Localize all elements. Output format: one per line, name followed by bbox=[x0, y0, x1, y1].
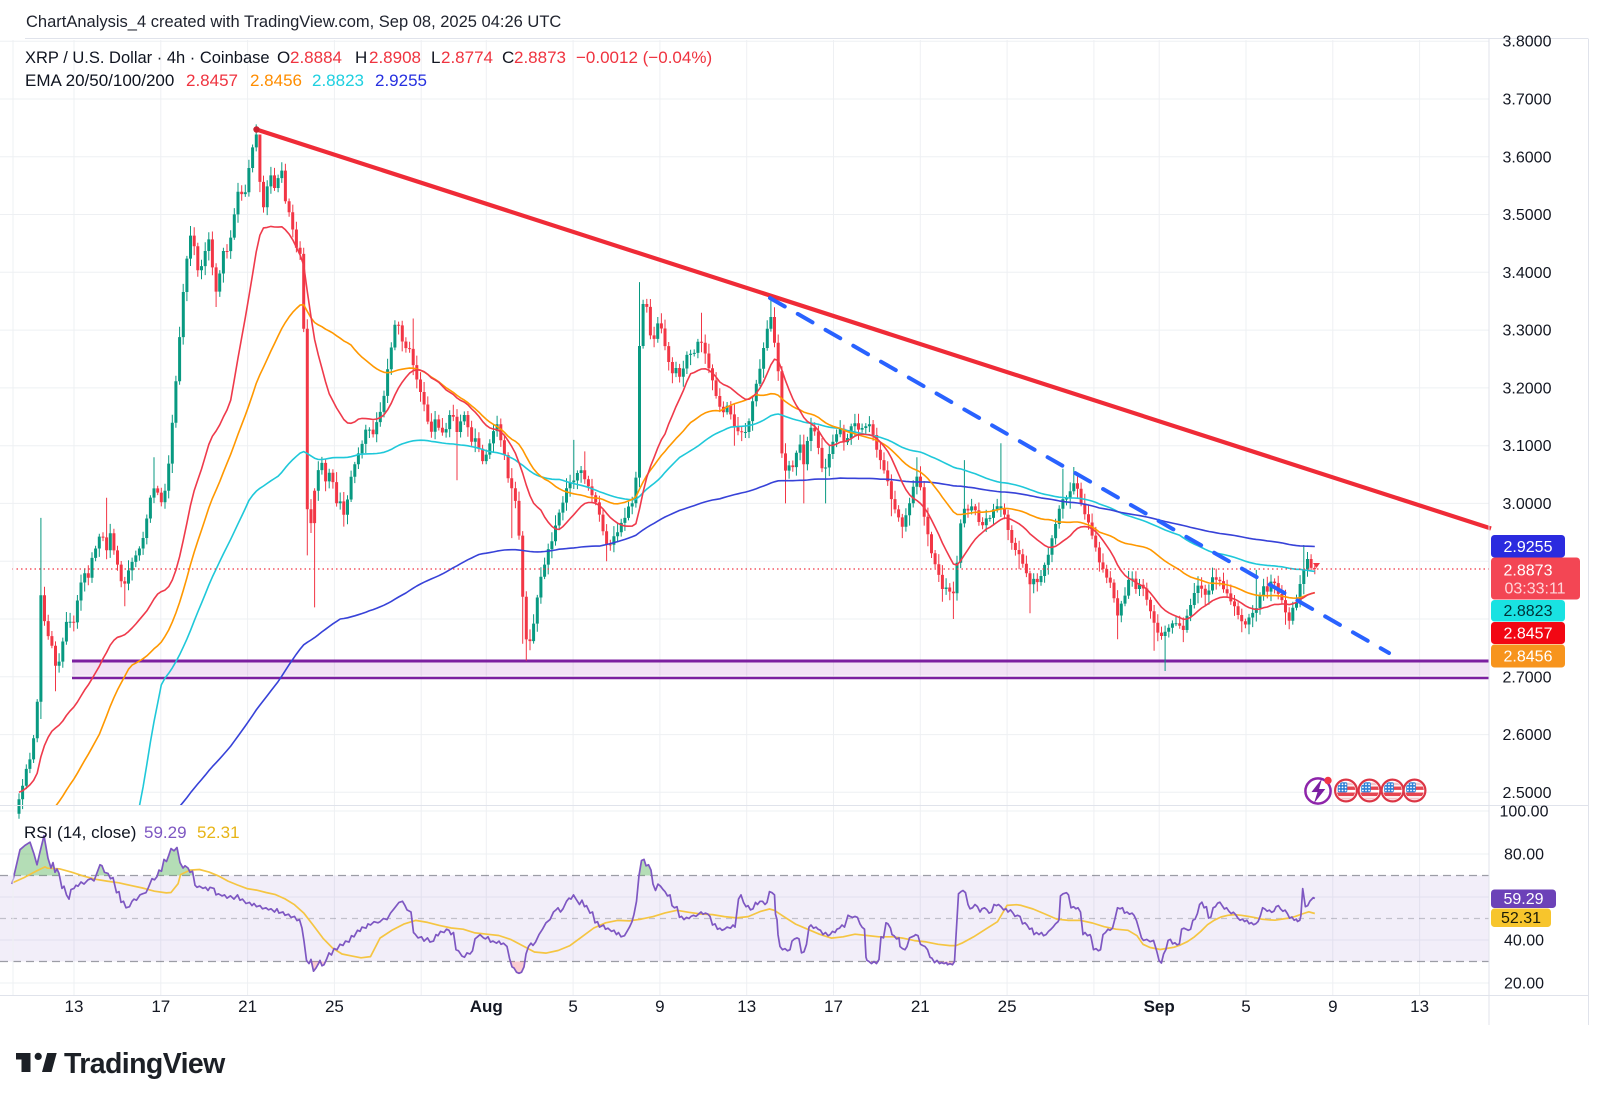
svg-text:EMA 20/50/100/200: EMA 20/50/100/200 bbox=[25, 71, 174, 90]
svg-text:59.29: 59.29 bbox=[144, 823, 187, 842]
svg-text:21: 21 bbox=[911, 997, 930, 1016]
svg-text:2.7000: 2.7000 bbox=[1503, 669, 1552, 686]
svg-text:9: 9 bbox=[1328, 997, 1337, 1016]
svg-text:59.29: 59.29 bbox=[1503, 891, 1543, 908]
svg-text:O: O bbox=[277, 48, 290, 67]
svg-text:2.8457: 2.8457 bbox=[1504, 626, 1553, 643]
svg-text:3.4000: 3.4000 bbox=[1503, 265, 1552, 282]
svg-text:52.31: 52.31 bbox=[1501, 910, 1541, 927]
svg-text:40.00: 40.00 bbox=[1504, 933, 1544, 950]
svg-text:2.9255: 2.9255 bbox=[375, 71, 427, 90]
svg-text:3.0000: 3.0000 bbox=[1503, 496, 1552, 513]
svg-text:2.5000: 2.5000 bbox=[1503, 785, 1552, 802]
svg-text:3.8000: 3.8000 bbox=[1503, 34, 1552, 51]
svg-text:17: 17 bbox=[151, 997, 170, 1016]
svg-text:2.8456: 2.8456 bbox=[1504, 649, 1553, 666]
svg-text:3.1000: 3.1000 bbox=[1503, 438, 1552, 455]
svg-text:2.8456: 2.8456 bbox=[250, 71, 302, 90]
svg-text:2.9255: 2.9255 bbox=[1504, 539, 1553, 556]
svg-text:17: 17 bbox=[824, 997, 843, 1016]
svg-text:03:33:11: 03:33:11 bbox=[1504, 581, 1565, 598]
svg-text:2.8873: 2.8873 bbox=[1504, 563, 1553, 580]
svg-text:L: L bbox=[431, 48, 440, 67]
svg-text:2.8908: 2.8908 bbox=[369, 48, 421, 67]
svg-text:3.7000: 3.7000 bbox=[1503, 92, 1552, 109]
svg-text:C: C bbox=[502, 48, 514, 67]
svg-text:2.6000: 2.6000 bbox=[1503, 727, 1552, 744]
svg-text:2.8823: 2.8823 bbox=[312, 71, 364, 90]
svg-text:Aug: Aug bbox=[470, 997, 503, 1016]
svg-text:13: 13 bbox=[737, 997, 756, 1016]
svg-text:3.6000: 3.6000 bbox=[1503, 149, 1552, 166]
svg-text:3.2000: 3.2000 bbox=[1503, 380, 1552, 397]
svg-text:25: 25 bbox=[325, 997, 344, 1016]
svg-text:5: 5 bbox=[568, 997, 577, 1016]
svg-text:RSI (14, close): RSI (14, close) bbox=[24, 823, 136, 842]
svg-text:3.3000: 3.3000 bbox=[1503, 323, 1552, 340]
svg-text:5: 5 bbox=[1241, 997, 1250, 1016]
svg-text:9: 9 bbox=[655, 997, 664, 1016]
svg-text:100.00: 100.00 bbox=[1500, 804, 1549, 821]
svg-text:XRP / U.S. Dollar · 4h · Coinb: XRP / U.S. Dollar · 4h · Coinbase bbox=[25, 49, 270, 67]
svg-text:ChartAnalysis_4 created with T: ChartAnalysis_4 created with TradingView… bbox=[26, 13, 561, 31]
svg-text:2.8873: 2.8873 bbox=[514, 48, 566, 67]
svg-text:20.00: 20.00 bbox=[1504, 976, 1544, 993]
svg-text:25: 25 bbox=[998, 997, 1017, 1016]
svg-text:13: 13 bbox=[1410, 997, 1429, 1016]
svg-text:−0.0012 (−0.04%): −0.0012 (−0.04%) bbox=[576, 48, 712, 67]
svg-text:2.8884: 2.8884 bbox=[290, 48, 342, 67]
svg-text:Sep: Sep bbox=[1144, 997, 1175, 1016]
svg-text:2.8774: 2.8774 bbox=[441, 48, 493, 67]
svg-text:3.5000: 3.5000 bbox=[1503, 207, 1552, 224]
svg-text:13: 13 bbox=[65, 997, 84, 1016]
svg-text:2.8457: 2.8457 bbox=[186, 71, 238, 90]
svg-text:2.8823: 2.8823 bbox=[1504, 603, 1553, 620]
svg-text:H: H bbox=[355, 48, 367, 67]
svg-text:TradingView: TradingView bbox=[64, 1048, 226, 1080]
svg-text:52.31: 52.31 bbox=[197, 823, 240, 842]
svg-text:21: 21 bbox=[238, 997, 257, 1016]
svg-text:80.00: 80.00 bbox=[1504, 847, 1544, 864]
